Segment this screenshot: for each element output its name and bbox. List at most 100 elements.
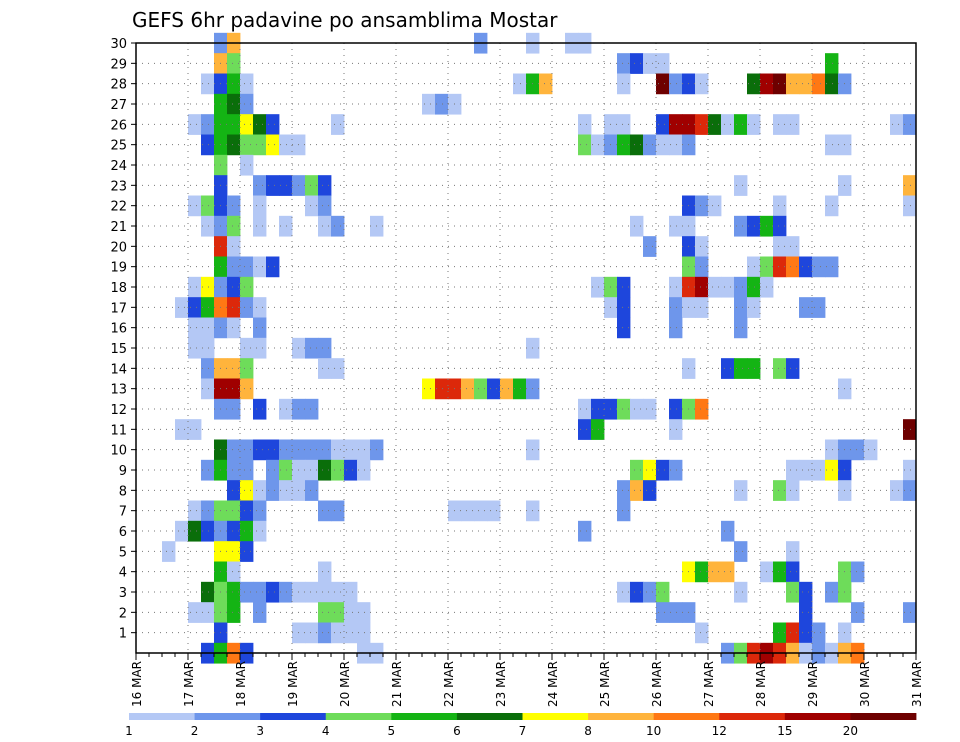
y-tick-label: 17 [110,301,127,316]
heatmap-cell [669,419,683,440]
heatmap-cell [188,195,202,217]
heatmap-cell [747,114,761,135]
heatmap-cell [617,134,631,156]
heatmap-cell [812,73,826,95]
heatmap-cell [266,459,280,481]
x-tick-label: 16 MAR [130,661,144,707]
heatmap-cell [318,561,332,583]
x-tick-label: 22 MAR [442,661,456,707]
heatmap-cell [188,297,202,318]
y-tick-label: 11 [110,423,127,438]
heatmap-cell [305,195,319,217]
x-tick-label: 25 MAR [598,661,612,707]
heatmap-cell [266,256,280,278]
heatmap-cell [201,297,215,318]
heatmap-cell [799,459,813,481]
heatmap-cell [305,459,319,481]
heatmap-cell [721,358,735,379]
heatmap-cell [825,73,839,95]
colorbar-label: 8 [584,724,592,738]
heatmap-cell [331,602,345,623]
x-tick-label: 30 MAR [858,661,872,707]
heatmap-cell [227,398,241,420]
heatmap-cell [695,256,709,278]
heatmap-cell [318,215,332,237]
heatmap-cell [266,134,280,156]
heatmap-cell [786,541,800,562]
heatmap-cell [617,73,631,95]
x-axis: 16 MAR 17 MAR 18 MAR 19 MAR 20 MAR 21 MAR 22 M… [130,653,924,707]
heatmap-cell [825,439,839,461]
heatmap-cell [240,73,254,95]
heatmap-cell [331,114,345,135]
colorbar-swatch [784,713,851,720]
heatmap-cell [656,134,670,156]
heatmap-cell [617,317,631,339]
heatmap-cell [669,459,683,481]
heatmap-cell [617,276,631,298]
heatmap-cell [643,398,657,420]
x-tick-label: 24 MAR [546,661,560,707]
heatmap-cell [240,378,254,400]
colorbar-label: 5 [388,724,396,738]
heatmap-cell [240,480,254,501]
heatmap-cell [630,398,644,420]
heatmap-cell [812,622,826,644]
heatmap-cell [253,500,267,522]
heatmap-cell [669,398,683,420]
heatmap-cell [825,195,839,217]
heatmap-cell [201,358,215,379]
y-tick-label: 7 [119,505,127,520]
heatmap-cell [188,419,202,440]
heatmap-cell [331,215,345,237]
y-tick-label: 1 [119,627,127,642]
heatmap-cell [253,215,267,237]
heatmap-cell [734,541,748,562]
y-tick-label: 8 [119,484,127,499]
heatmap-cell [279,480,293,501]
heatmap-cell [786,256,800,278]
heatmap-cell [591,134,605,156]
heatmap-cell [643,480,657,501]
heatmap-cell [305,581,319,603]
heatmap-cell [851,602,865,623]
heatmap-cell [357,602,371,623]
heatmap-cell [279,398,293,420]
heatmap-cell [201,581,215,603]
heatmap-cell [799,622,813,644]
x-tick-label: 20 MAR [338,661,352,707]
heatmap-cell [656,459,670,481]
heatmap-cell [734,114,748,135]
x-tick-label: 27 MAR [702,661,716,707]
heatmap-cell [734,297,748,318]
heatmap-cell [578,114,592,135]
heatmap-cell [474,500,488,522]
heatmap-cell [201,378,215,400]
colorbar-swatch [194,713,261,720]
heatmap-cell [474,378,488,400]
heatmap-cell [201,520,215,542]
heatmap-cell [539,73,553,95]
heatmap-cell [903,480,917,501]
y-tick-label: 5 [119,545,127,560]
heatmap-cell [253,195,267,217]
heatmap-cell [266,114,280,135]
colorbar-label: 1 [125,724,133,738]
heatmap-cell [227,215,241,237]
heatmap-cell [890,114,904,135]
heatmap-cell [773,256,787,278]
x-tick-label: 19 MAR [286,661,300,707]
heatmap-cell [331,459,345,481]
heatmap-cell [721,520,735,542]
heatmap-cell [279,581,293,603]
colorbar-label: 12 [712,724,727,738]
heatmap-cell [331,439,345,461]
colorbar-swatch [522,713,589,720]
y-tick-label: 19 [110,261,127,276]
heatmap-cell [903,459,917,481]
colorbar-legend: 1 2 3 4 5 6 7 8 10 12 15 20 [125,713,917,738]
heatmap-cell [305,175,319,196]
heatmap-cell [903,175,917,196]
heatmap-cell [227,93,241,115]
